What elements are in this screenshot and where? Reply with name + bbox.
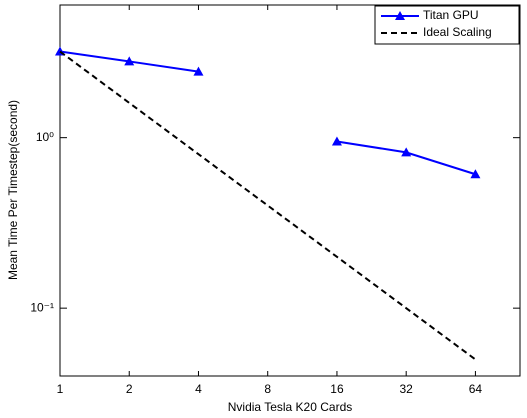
x-axis-label: Nvidia Tesla K20 Cards [228,400,353,414]
marker [331,136,342,146]
y-tick-label: 10⁰ [36,130,54,144]
x-tick-label: 2 [126,382,133,396]
y-tick-label: 10⁻¹ [30,300,54,314]
marker [470,169,481,179]
x-tick-label: 64 [469,382,483,396]
marker [193,66,204,76]
x-tick-label: 16 [330,382,344,396]
legend-label: Ideal Scaling [423,25,492,39]
x-tick-label: 4 [195,382,202,396]
legend-marker [395,11,405,20]
marker [124,56,135,66]
plot-area [59,4,521,377]
x-tick-label: 1 [57,382,64,396]
y-axis-label: Mean Time Per Timestep(second) [6,100,20,280]
series-line [59,50,477,361]
x-tick-label: 32 [400,382,414,396]
legend-label: Titan GPU [423,8,479,22]
marker [401,147,412,157]
x-tick-label: 8 [264,382,271,396]
legend-box [374,5,520,45]
